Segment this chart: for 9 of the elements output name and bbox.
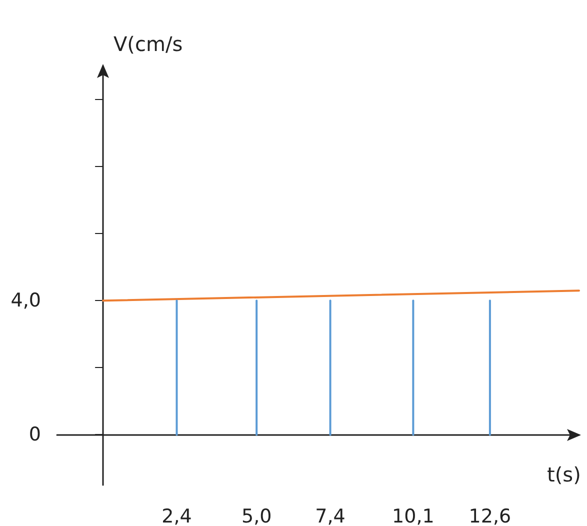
x-tick-label: 2,4 [162, 506, 192, 526]
x-axis-title: t(s) [547, 462, 581, 487]
x-tick-label: 7,4 [315, 506, 346, 526]
x-tick-label: 12,6 [468, 506, 512, 526]
y-tick-label: 0 [28, 424, 41, 446]
y-axis-title: V(cm/s [113, 32, 183, 56]
x-tick-label: 10,1 [392, 506, 434, 526]
x-tick-label: 5,0 [241, 506, 272, 526]
y-tick-label: 4,0 [10, 290, 41, 312]
